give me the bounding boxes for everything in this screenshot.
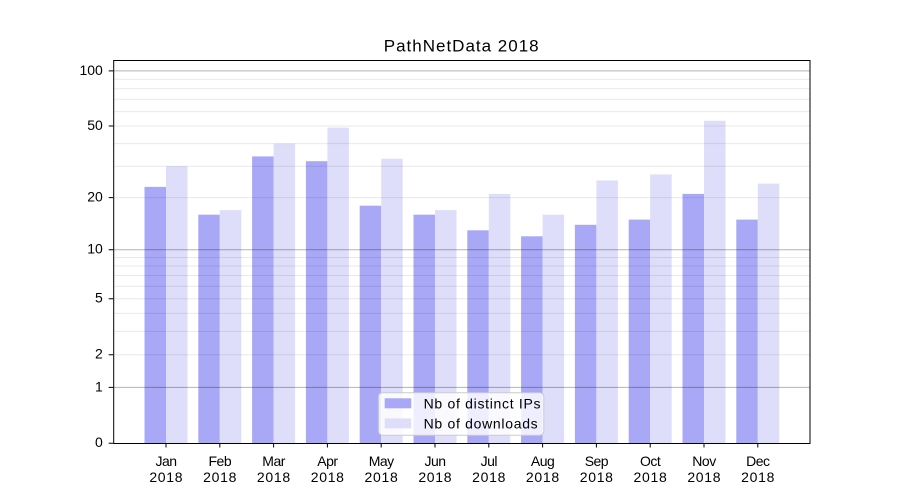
svg-text:Jun: Jun bbox=[424, 453, 445, 469]
svg-text:2018: 2018 bbox=[580, 469, 614, 485]
svg-text:1: 1 bbox=[95, 378, 103, 394]
svg-text:20: 20 bbox=[87, 189, 103, 205]
svg-text:2018: 2018 bbox=[149, 469, 183, 485]
svg-text:10: 10 bbox=[87, 241, 103, 257]
svg-text:2018: 2018 bbox=[634, 469, 668, 485]
svg-text:5: 5 bbox=[95, 290, 103, 306]
svg-text:Nb of downloads: Nb of downloads bbox=[424, 416, 539, 432]
svg-text:2018: 2018 bbox=[741, 469, 775, 485]
svg-text:Nov: Nov bbox=[692, 453, 716, 469]
svg-text:Oct: Oct bbox=[640, 453, 661, 469]
svg-text:100: 100 bbox=[79, 62, 103, 78]
svg-text:2018: 2018 bbox=[472, 469, 506, 485]
svg-text:2018: 2018 bbox=[203, 469, 237, 485]
svg-text:Sep: Sep bbox=[585, 453, 609, 469]
svg-text:50: 50 bbox=[87, 117, 103, 133]
svg-text:Jan: Jan bbox=[155, 453, 176, 469]
svg-text:2018: 2018 bbox=[365, 469, 399, 485]
svg-text:Mar: Mar bbox=[262, 453, 285, 469]
svg-text:Feb: Feb bbox=[208, 453, 231, 469]
svg-text:2018: 2018 bbox=[687, 469, 721, 485]
svg-text:2018: 2018 bbox=[418, 469, 452, 485]
svg-text:Nb of distinct IPs: Nb of distinct IPs bbox=[424, 396, 542, 412]
svg-text:2018: 2018 bbox=[311, 469, 345, 485]
svg-text:PathNetData 2018: PathNetData 2018 bbox=[384, 36, 540, 55]
svg-text:Apr: Apr bbox=[317, 453, 338, 469]
svg-text:Dec: Dec bbox=[746, 453, 770, 469]
svg-text:0: 0 bbox=[95, 434, 103, 450]
svg-text:May: May bbox=[369, 453, 394, 469]
svg-text:2: 2 bbox=[95, 346, 103, 362]
svg-text:2018: 2018 bbox=[526, 469, 560, 485]
svg-text:Jul: Jul bbox=[481, 453, 498, 469]
svg-text:Aug: Aug bbox=[531, 453, 554, 469]
svg-text:2018: 2018 bbox=[257, 469, 291, 485]
